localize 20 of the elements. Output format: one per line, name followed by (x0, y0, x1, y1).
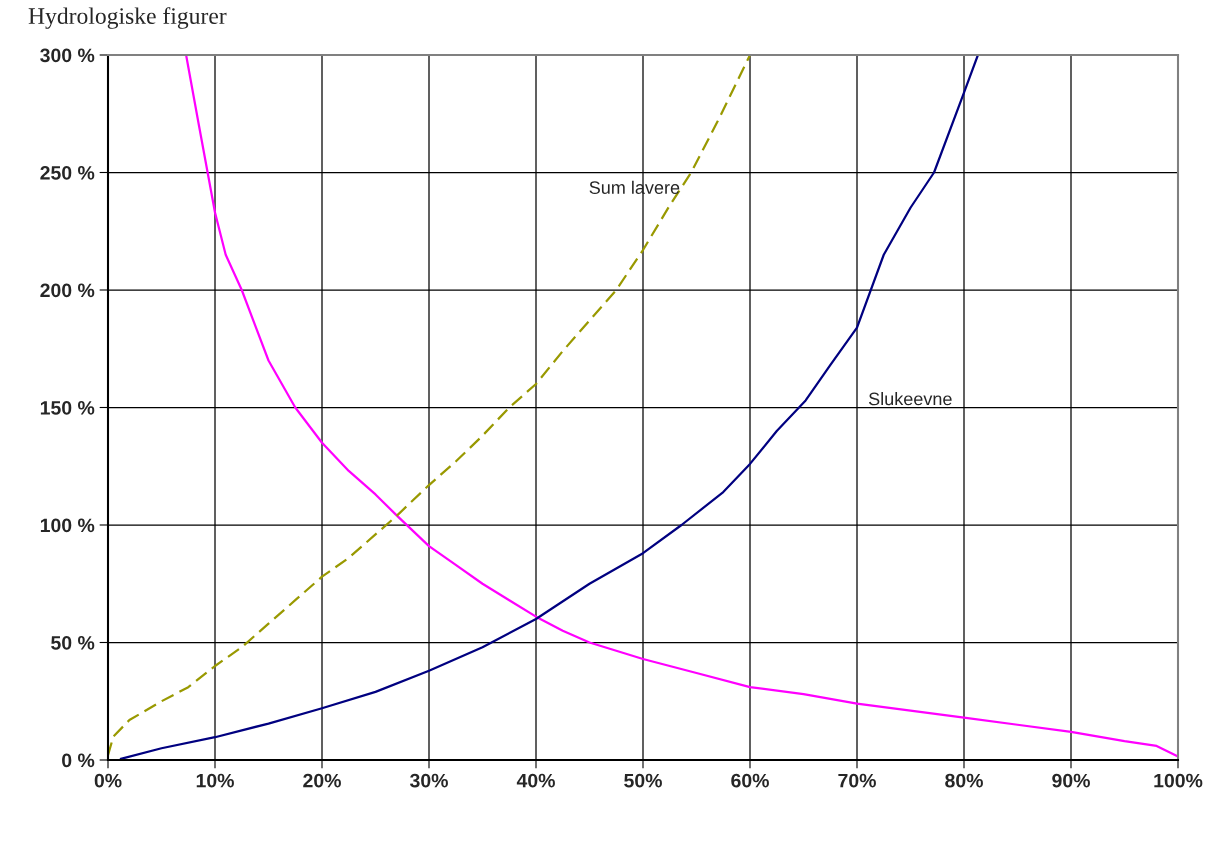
x-tick-label: 0% (94, 773, 122, 788)
x-tick-label: 20% (303, 773, 341, 788)
y-tick-label: 300 % (40, 48, 95, 63)
y-tick-label: 0 % (62, 753, 95, 768)
y-tick-label: 250 % (40, 165, 95, 180)
chart-title: Hydrologiske figurer (28, 7, 227, 29)
y-tick-label: 200 % (40, 283, 95, 298)
x-tick-label: 100% (1154, 773, 1203, 788)
y-tick-label: 50 % (51, 635, 95, 650)
x-tick-label: 70% (838, 773, 876, 788)
y-tick-label: 100 % (40, 518, 95, 533)
x-tick-label: 60% (731, 773, 769, 788)
y-tick-label: 150 % (40, 400, 95, 415)
x-tick-label: 40% (516, 773, 555, 788)
x-tick-label: 90% (1052, 773, 1090, 788)
x-tick-label: 10% (196, 773, 234, 788)
x-tick-label: 50% (624, 773, 662, 788)
x-tick-label: 30% (409, 773, 448, 788)
x-tick-label: 80% (945, 773, 983, 788)
text: Slukeevne (868, 392, 952, 406)
